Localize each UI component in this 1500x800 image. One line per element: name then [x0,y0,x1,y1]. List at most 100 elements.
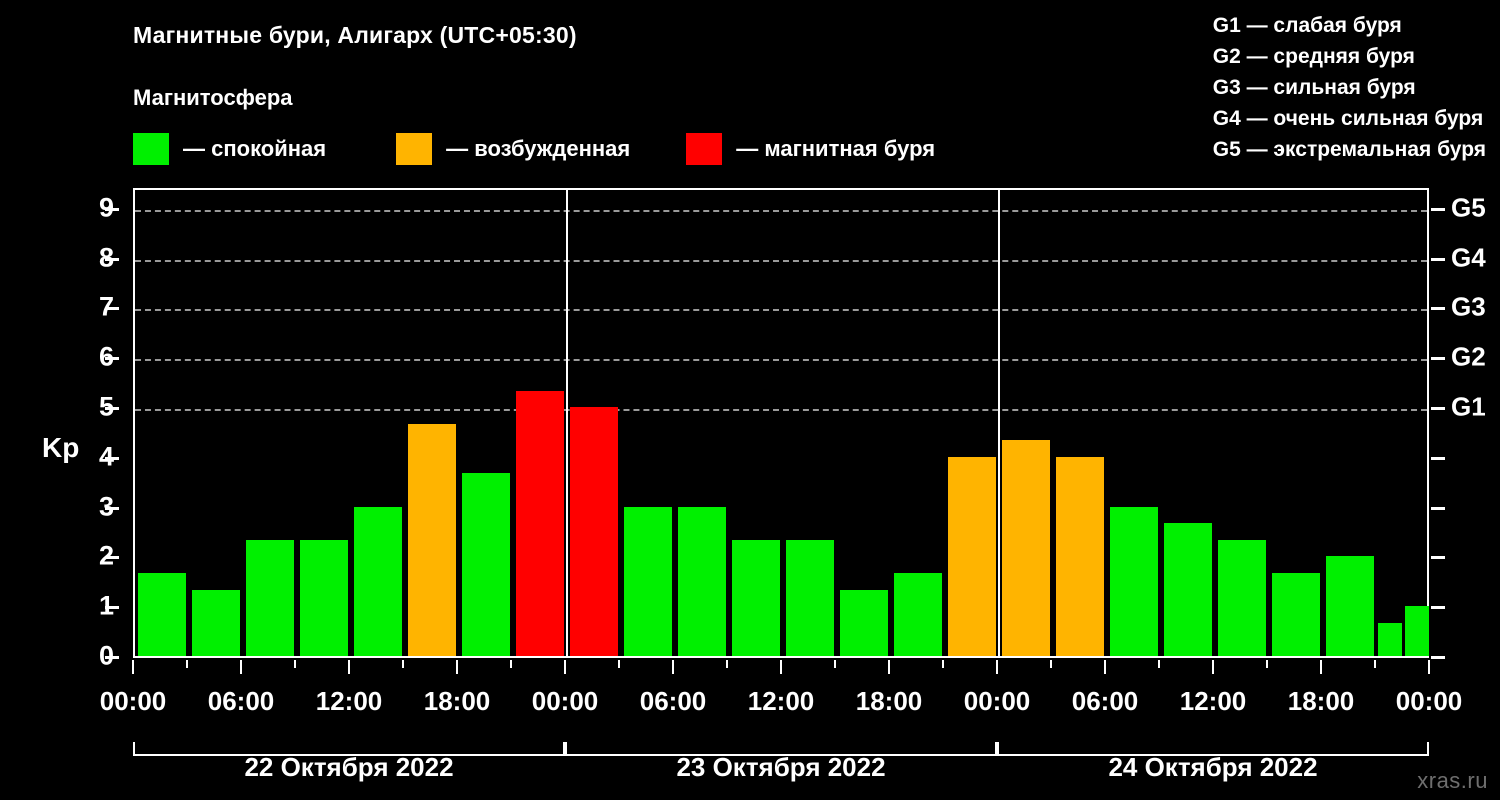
bar-kp [894,572,942,656]
bar-kp [840,589,888,656]
x-tick-label: 00:00 [99,686,167,716]
g-scale-line: G3 — сильная буря [1212,76,1416,99]
bar-kp [462,473,510,656]
day-bracket [133,742,565,756]
day-bracket [997,742,1429,756]
legend-label: — магнитная буря [736,136,936,161]
bar-kp [192,589,240,656]
x-tick-mark [132,660,134,674]
y-tick-label: 4 [98,441,114,472]
g-tick-label-g4: G4 [1451,242,1486,273]
bar-kp [678,506,726,656]
y-tick-mark [105,506,119,510]
day-separator [566,190,568,656]
gridline-kp-7 [135,309,1427,312]
legend-swatch-calm-icon [133,133,169,165]
x-tick-mark [888,660,890,674]
magnetosphere-legend: — спокойная — возбужденная — магнитная бур… [133,132,935,166]
g-axis-minor-tick [1431,606,1445,610]
g-tick-label-g5: G5 [1451,192,1486,223]
x-tick-mark [240,660,242,674]
x-tick-label: 18:00 [423,686,491,716]
bar-kp [354,506,402,656]
g-tick-mark [1431,257,1445,261]
g-tick-mark [1431,207,1445,211]
legend-item-unsettled: — возбужденная [396,133,630,165]
y-tick-mark [105,556,119,560]
bar-kp [516,390,564,656]
g-scale-line: G2 — средняя буря [1212,45,1415,68]
x-tick-mark [780,660,782,674]
x-tick-label: 12:00 [747,686,815,716]
y-tick-label: 1 [98,590,114,621]
x-tick-mark [672,660,674,674]
g-tick-mark [1431,407,1445,411]
bar-kp [1002,440,1050,656]
day-label: 23 Октября 2022 [676,752,886,782]
g-scale-line: G4 — очень сильная буря [1212,107,1484,130]
bar-kp [1272,572,1320,656]
g-scale-line: G5 — экстремальная буря [1212,138,1486,161]
y-tick-label: 7 [98,291,114,322]
bar-kp [408,423,456,656]
gridline-kp-6 [135,359,1427,362]
y-tick-label: 8 [98,242,114,273]
y-tick-label: 3 [98,491,114,522]
watermark: xras.ru [1417,768,1488,793]
bar-kp [1326,556,1374,656]
x-axis-minor-tick [294,660,296,668]
legend-item-storm: — магнитная буря [686,133,935,165]
g-tick-label-g3: G3 [1451,291,1486,322]
y-tick-label: 0 [98,640,114,671]
x-tick-mark [1104,660,1106,674]
g-axis-minor-tick [1431,556,1445,560]
bar-kp [138,572,186,656]
y-tick-label: 6 [98,341,114,372]
y-tick-mark [105,257,119,261]
bar-series [135,190,1429,656]
day-label: 22 Октября 2022 [244,752,454,782]
bar-kp [786,540,834,656]
g-axis-minor-tick [1431,456,1445,460]
x-tick-label: 00:00 [963,686,1031,716]
y-tick-mark [105,207,119,211]
page-title: Магнитные бури, Алигарх (UTC+05:30) [133,22,577,48]
x-axis-minor-tick [510,660,512,668]
legend-swatch-unsettled-icon [396,133,433,165]
y-tick-mark [105,307,119,311]
x-tick-mark [564,660,566,674]
x-axis-minor-tick [1374,660,1376,668]
bar-kp [570,407,618,656]
x-tick-label: 00:00 [1395,686,1463,716]
bar-kp [948,456,996,656]
g-scale-legend: G1 — слабая буря G2 — средняя буря G3 — си… [1213,10,1486,165]
legend-label: — возбужденная [446,136,631,161]
bar-kp [1164,523,1212,656]
x-axis-minor-tick [1050,660,1052,668]
g-scale-line: G1 — слабая буря [1212,14,1402,37]
g-tick-label-g1: G1 [1451,391,1486,422]
y-tick-label: 5 [98,391,114,422]
gridline-kp-5 [135,409,1427,412]
x-tick-label: 06:00 [1071,686,1139,716]
x-tick-mark [1212,660,1214,674]
x-tick-label: 00:00 [531,686,599,716]
bar-kp [1378,622,1403,656]
bar-kp [246,540,294,656]
x-tick-label: 12:00 [1179,686,1247,716]
gridline-kp-8 [135,259,1427,262]
plot-area [133,188,1429,658]
g-axis-minor-tick [1431,506,1445,510]
legend-label: — спокойная [183,136,327,161]
x-axis-minor-tick [726,660,728,668]
y-tick-label: 9 [98,192,114,223]
y-tick-mark [105,407,119,411]
x-axis-minor-tick [186,660,188,668]
y-tick-mark [105,606,119,610]
g-axis-minor-tick [1431,656,1445,659]
x-tick-label: 06:00 [207,686,275,716]
bar-kp [624,506,672,656]
x-tick-mark [348,660,350,674]
y-tick-mark [105,357,119,361]
